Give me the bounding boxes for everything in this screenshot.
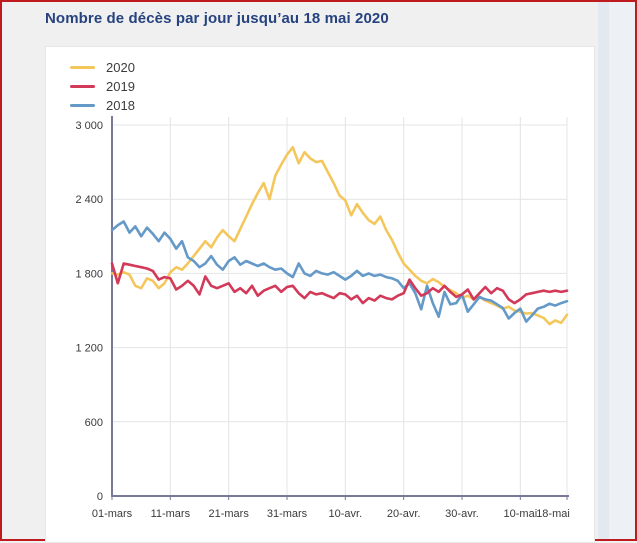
legend-label-2018: 2018 [106,98,135,113]
legend-item-2019[interactable]: 2019 [70,77,135,96]
legend-line-swatch-2019 [70,85,95,88]
legend-label-2019: 2019 [106,79,135,94]
right-edge-strip-light [609,2,634,539]
chart-panel [45,46,595,543]
legend-line-swatch-2018 [70,104,95,107]
legend-label-2020: 2020 [106,60,135,75]
legend-item-2018[interactable]: 2018 [70,96,135,115]
legend-line-swatch-2020 [70,66,95,69]
page-title: Nombre de décès par jour jusqu’au 18 mai… [45,10,389,27]
chart-legend: 2020 2019 2018 [70,58,135,115]
legend-item-2020[interactable]: 2020 [70,58,135,77]
right-edge-strip [598,2,609,539]
